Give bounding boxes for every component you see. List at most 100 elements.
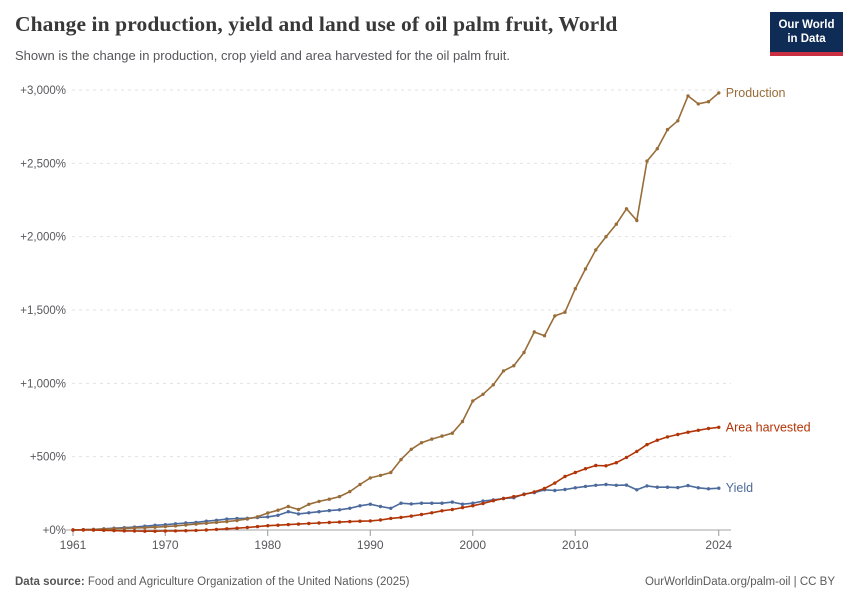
data-point <box>614 483 618 487</box>
data-point <box>194 528 198 533</box>
data-point <box>635 449 639 454</box>
data-point <box>532 490 536 494</box>
owid-logo-line1: Our World <box>778 19 835 31</box>
data-point <box>573 287 577 291</box>
data-point <box>163 524 167 529</box>
data-point <box>204 528 208 532</box>
data-point <box>419 501 424 505</box>
data-point <box>460 505 465 510</box>
data-point <box>132 529 137 533</box>
data-point <box>604 482 608 487</box>
y-tick-label: +1,000% <box>20 378 66 390</box>
data-point <box>481 499 485 503</box>
data-point <box>419 441 424 445</box>
y-tick-label: +2,000% <box>20 232 66 244</box>
data-point <box>378 504 383 509</box>
data-point <box>430 501 434 505</box>
data-point <box>368 502 372 506</box>
data-point <box>255 515 260 519</box>
data-point <box>286 522 290 527</box>
data-point <box>440 501 444 505</box>
data-point <box>614 222 618 226</box>
data-point <box>706 426 711 431</box>
data-point <box>348 519 352 524</box>
data-point <box>645 484 649 488</box>
data-point <box>245 525 249 530</box>
data-point <box>389 470 393 475</box>
owid-logo-text: Our World in Data <box>770 12 843 52</box>
data-point <box>717 486 721 490</box>
x-tick-label: 2024 <box>705 538 732 552</box>
data-point <box>71 528 75 532</box>
data-point <box>337 520 342 524</box>
data-point <box>225 519 229 524</box>
data-point <box>624 455 629 460</box>
data-point <box>327 497 331 501</box>
y-tick-label: +1,500% <box>20 305 66 317</box>
y-tick-label: +2,500% <box>20 158 66 170</box>
license-link[interactable]: OurWorldinData.org/palm-oil | CC BY <box>644 576 835 588</box>
data-point <box>522 492 526 497</box>
data-point <box>594 483 598 487</box>
data-point <box>348 489 352 494</box>
series-line-production[interactable] <box>72 92 720 531</box>
y-tick-label: +3,000% <box>20 85 66 97</box>
chart-subtitle: Shown is the change in production, crop … <box>15 48 511 63</box>
line-chart-canvas[interactable]: +0% +500% +1,000% +1,500% +2,000% +2,500% +3,0… <box>0 78 850 560</box>
data-point <box>450 507 454 512</box>
data-point <box>460 419 465 424</box>
data-point <box>686 483 690 488</box>
data-point <box>696 486 700 490</box>
data-point <box>542 334 547 338</box>
data-point <box>348 506 352 510</box>
data-point <box>378 518 383 522</box>
data-point <box>184 523 188 527</box>
data-point <box>409 447 413 451</box>
data-point <box>112 528 116 533</box>
data-point <box>153 529 157 533</box>
data-point <box>389 516 393 521</box>
data-point <box>214 527 219 532</box>
data-point <box>399 457 403 462</box>
data-point <box>717 425 721 429</box>
data-source-text: Food and Agriculture Organization of the… <box>84 576 410 588</box>
data-point <box>450 431 454 435</box>
data-point <box>604 464 608 468</box>
data-point <box>563 487 567 492</box>
data-point <box>286 504 290 509</box>
data-point <box>143 529 147 533</box>
data-point <box>317 499 321 504</box>
data-point <box>102 528 106 532</box>
data-point <box>430 511 434 515</box>
data-point <box>624 483 629 487</box>
data-point <box>491 383 495 387</box>
data-point <box>296 512 301 516</box>
data-point <box>225 527 229 531</box>
data-point <box>491 499 495 503</box>
x-tick-label: 1980 <box>254 538 281 552</box>
series-line-yield[interactable] <box>72 483 719 531</box>
data-point <box>358 504 362 508</box>
data-point <box>522 350 526 355</box>
data-point <box>327 520 331 525</box>
data-point <box>696 428 700 432</box>
data-point <box>594 248 598 252</box>
series-line-area-harvested[interactable] <box>73 426 719 533</box>
data-point <box>399 501 403 505</box>
data-point <box>368 476 372 480</box>
data-point <box>307 502 311 506</box>
x-tick-label: 2000 <box>459 538 486 552</box>
data-point <box>307 521 311 526</box>
data-point <box>122 526 127 531</box>
data-point <box>594 463 598 468</box>
data-point <box>409 514 413 518</box>
data-point <box>419 512 424 517</box>
owid-logo[interactable]: Our World in Data <box>770 12 843 56</box>
data-point <box>276 513 280 517</box>
x-tick-label: 1961 <box>60 538 87 552</box>
data-point <box>245 517 249 521</box>
data-point <box>676 119 680 123</box>
data-point <box>717 91 721 95</box>
data-point <box>471 504 475 508</box>
data-point <box>276 508 280 512</box>
